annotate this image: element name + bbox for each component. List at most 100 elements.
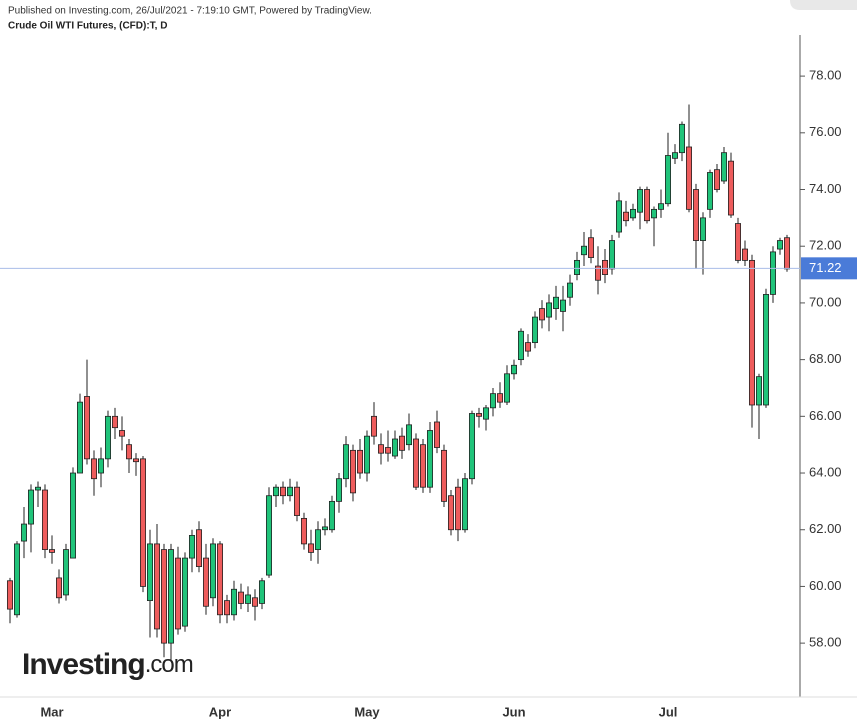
x-tick-label: Jun	[502, 704, 525, 719]
candle-body	[84, 396, 91, 460]
candle-body	[412, 438, 419, 488]
candle-body	[637, 189, 644, 213]
candle-body	[49, 549, 56, 553]
candle-body	[342, 444, 349, 480]
y-tick-label: 64.00	[809, 464, 842, 479]
candle-body	[188, 534, 195, 559]
x-tick-label: Jul	[659, 704, 678, 719]
candle-body	[258, 580, 265, 604]
candle-body	[756, 376, 763, 406]
logo-name: Investing	[22, 648, 145, 681]
candle-body	[272, 486, 279, 497]
candle-body	[581, 245, 588, 256]
candle-body	[70, 472, 77, 559]
candle-body	[749, 259, 756, 406]
candle-body	[426, 430, 433, 488]
candle-body	[146, 543, 153, 602]
candle-body	[595, 265, 602, 281]
candle-body	[679, 123, 686, 154]
candle-body	[300, 517, 307, 545]
logo: Investing.com	[22, 648, 193, 681]
candle-body	[286, 486, 293, 497]
candle-body	[27, 489, 34, 525]
candle-body	[363, 435, 370, 474]
candle-body	[293, 486, 300, 516]
candle-body	[784, 237, 791, 270]
y-tick-label: 78.00	[809, 68, 842, 83]
candle-body	[230, 588, 237, 616]
candle-body	[630, 208, 637, 219]
candle-body	[728, 160, 735, 216]
candle-body	[119, 430, 126, 437]
candle-body	[105, 415, 112, 460]
candle-body	[167, 549, 174, 644]
candle-body	[132, 458, 139, 463]
candle-body	[13, 543, 20, 616]
candle-body	[251, 597, 258, 607]
candle-body	[126, 444, 133, 460]
candle-body	[672, 152, 679, 159]
candle-body	[377, 444, 384, 454]
plot: 58.00 60.00 62.00 64.00 66.00 68.00 70.00 72.00…	[0, 68, 857, 719]
candle-body	[356, 449, 363, 474]
y-tick-label: 72.00	[809, 238, 842, 253]
candle-body	[91, 458, 98, 480]
corner-decoration	[790, 0, 857, 10]
candle-body	[707, 172, 714, 210]
candle-body	[202, 557, 209, 607]
candle-body	[658, 203, 665, 210]
candle-body	[112, 415, 119, 429]
candle-body	[623, 211, 630, 222]
y-tick-label: 68.00	[809, 351, 842, 366]
candle-body	[181, 557, 188, 627]
candle-body	[560, 299, 567, 312]
candle-body	[63, 549, 70, 596]
candle-body	[244, 594, 251, 604]
y-tick-label: 58.00	[809, 635, 842, 650]
candle-body	[7, 580, 13, 610]
candle-body	[735, 223, 742, 261]
candle-body	[518, 330, 525, 361]
candle-body	[475, 413, 482, 417]
candle-body	[525, 342, 532, 352]
candle-body	[237, 591, 244, 604]
candle-body	[307, 543, 314, 553]
candle-body	[721, 152, 728, 182]
candle-body	[391, 438, 398, 457]
candle-body	[77, 401, 84, 474]
candle-body	[546, 302, 553, 318]
candle-body	[553, 296, 560, 309]
candle-body	[314, 529, 321, 550]
candle-body	[496, 393, 503, 403]
candle-body	[510, 364, 517, 375]
candle-body	[609, 240, 616, 270]
candle-body	[539, 308, 546, 321]
published-note: Published on Investing.com, 26/Jul/2021 …	[8, 6, 372, 17]
candle-body	[742, 248, 749, 261]
candle-body	[644, 189, 651, 222]
candle-body	[665, 155, 672, 205]
candle-body	[588, 237, 595, 258]
logo-suffix: .com	[145, 651, 193, 678]
candle-body	[153, 543, 160, 630]
candle-body	[440, 449, 447, 502]
candle-body	[433, 421, 440, 448]
candle-body	[461, 478, 468, 531]
candle-body	[651, 208, 658, 219]
candle-body	[398, 435, 405, 451]
candle-body	[209, 543, 216, 599]
candle-body	[370, 415, 377, 437]
y-tick-label: 66.00	[809, 408, 842, 423]
candle-body	[349, 449, 356, 494]
candle-body	[763, 294, 770, 406]
y-tick-label: 70.00	[809, 294, 842, 309]
candle-body	[447, 495, 454, 531]
y-tick-label: 62.00	[809, 521, 842, 536]
last-price-badge	[801, 257, 857, 280]
y-tick-label: 60.00	[809, 578, 842, 593]
candle-body	[454, 486, 461, 531]
candle-body	[384, 447, 391, 454]
x-tick-label: Mar	[40, 704, 63, 719]
candle-body	[42, 489, 49, 550]
